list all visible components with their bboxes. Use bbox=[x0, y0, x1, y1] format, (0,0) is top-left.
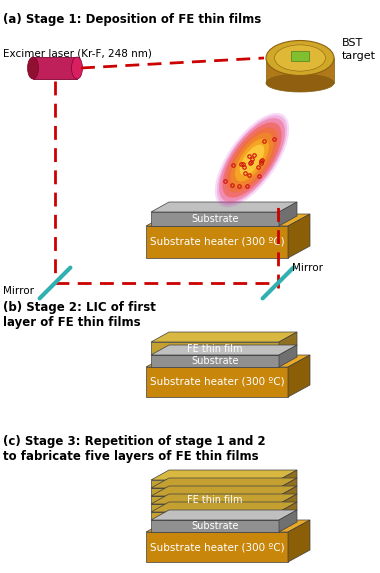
Polygon shape bbox=[151, 342, 279, 355]
Bar bbox=[291, 51, 309, 61]
Polygon shape bbox=[151, 502, 297, 512]
Polygon shape bbox=[279, 332, 297, 355]
Ellipse shape bbox=[240, 144, 264, 175]
Text: Substrate: Substrate bbox=[191, 214, 239, 224]
Text: Mirror: Mirror bbox=[292, 263, 323, 273]
Polygon shape bbox=[146, 214, 310, 226]
Ellipse shape bbox=[27, 57, 38, 79]
Text: (a) Stage 1: Deposition of FE thin films: (a) Stage 1: Deposition of FE thin films bbox=[3, 13, 261, 26]
Text: (b) Stage 2: LIC of first
layer of FE thin films: (b) Stage 2: LIC of first layer of FE th… bbox=[3, 301, 156, 329]
Ellipse shape bbox=[215, 113, 289, 207]
Text: Substrate heater (300 ºC): Substrate heater (300 ºC) bbox=[150, 237, 284, 247]
Text: Substrate heater (300 ºC): Substrate heater (300 ºC) bbox=[150, 542, 284, 552]
Polygon shape bbox=[279, 478, 297, 496]
Polygon shape bbox=[151, 470, 297, 480]
Polygon shape bbox=[151, 486, 297, 496]
Text: Mirror: Mirror bbox=[3, 286, 34, 296]
Polygon shape bbox=[146, 355, 310, 367]
Text: target: target bbox=[342, 51, 376, 61]
Polygon shape bbox=[279, 510, 297, 532]
Text: Substrate heater (300 ºC): Substrate heater (300 ºC) bbox=[150, 377, 284, 387]
Text: Substrate: Substrate bbox=[191, 356, 239, 366]
Text: FE thin film: FE thin film bbox=[187, 343, 243, 354]
Ellipse shape bbox=[226, 127, 278, 193]
Text: (c) Stage 3: Repetition of stage 1 and 2
to fabricate five layers of FE thin fil: (c) Stage 3: Repetition of stage 1 and 2… bbox=[3, 435, 266, 463]
Ellipse shape bbox=[71, 57, 82, 79]
Ellipse shape bbox=[274, 45, 326, 71]
Ellipse shape bbox=[222, 123, 282, 198]
Polygon shape bbox=[146, 520, 310, 532]
Polygon shape bbox=[146, 226, 288, 258]
Polygon shape bbox=[151, 355, 279, 367]
Polygon shape bbox=[33, 57, 77, 79]
Polygon shape bbox=[151, 332, 297, 342]
Polygon shape bbox=[151, 494, 297, 504]
Polygon shape bbox=[146, 532, 288, 562]
Ellipse shape bbox=[230, 132, 274, 187]
Polygon shape bbox=[151, 202, 297, 212]
Text: Substrate: Substrate bbox=[191, 521, 239, 531]
Polygon shape bbox=[151, 504, 279, 512]
Ellipse shape bbox=[235, 139, 269, 182]
Polygon shape bbox=[279, 470, 297, 488]
Polygon shape bbox=[151, 512, 279, 520]
Polygon shape bbox=[151, 496, 279, 504]
Text: Excimer laser (Kr-F, 248 nm): Excimer laser (Kr-F, 248 nm) bbox=[3, 49, 152, 59]
Polygon shape bbox=[266, 58, 334, 83]
Ellipse shape bbox=[266, 41, 334, 76]
Ellipse shape bbox=[266, 74, 334, 92]
Polygon shape bbox=[288, 214, 310, 258]
Polygon shape bbox=[151, 480, 279, 488]
Polygon shape bbox=[151, 510, 297, 520]
Polygon shape bbox=[151, 212, 279, 226]
Text: FE thin film: FE thin film bbox=[187, 495, 243, 505]
Polygon shape bbox=[279, 494, 297, 512]
Ellipse shape bbox=[219, 118, 285, 202]
Polygon shape bbox=[288, 355, 310, 397]
Text: BST: BST bbox=[342, 38, 363, 48]
Polygon shape bbox=[279, 486, 297, 504]
Polygon shape bbox=[279, 345, 297, 367]
Polygon shape bbox=[288, 520, 310, 562]
Polygon shape bbox=[151, 345, 297, 355]
Polygon shape bbox=[279, 502, 297, 520]
Ellipse shape bbox=[217, 115, 287, 205]
Polygon shape bbox=[151, 478, 297, 488]
Polygon shape bbox=[279, 202, 297, 226]
Polygon shape bbox=[151, 488, 279, 496]
Polygon shape bbox=[151, 520, 279, 532]
Polygon shape bbox=[146, 367, 288, 397]
